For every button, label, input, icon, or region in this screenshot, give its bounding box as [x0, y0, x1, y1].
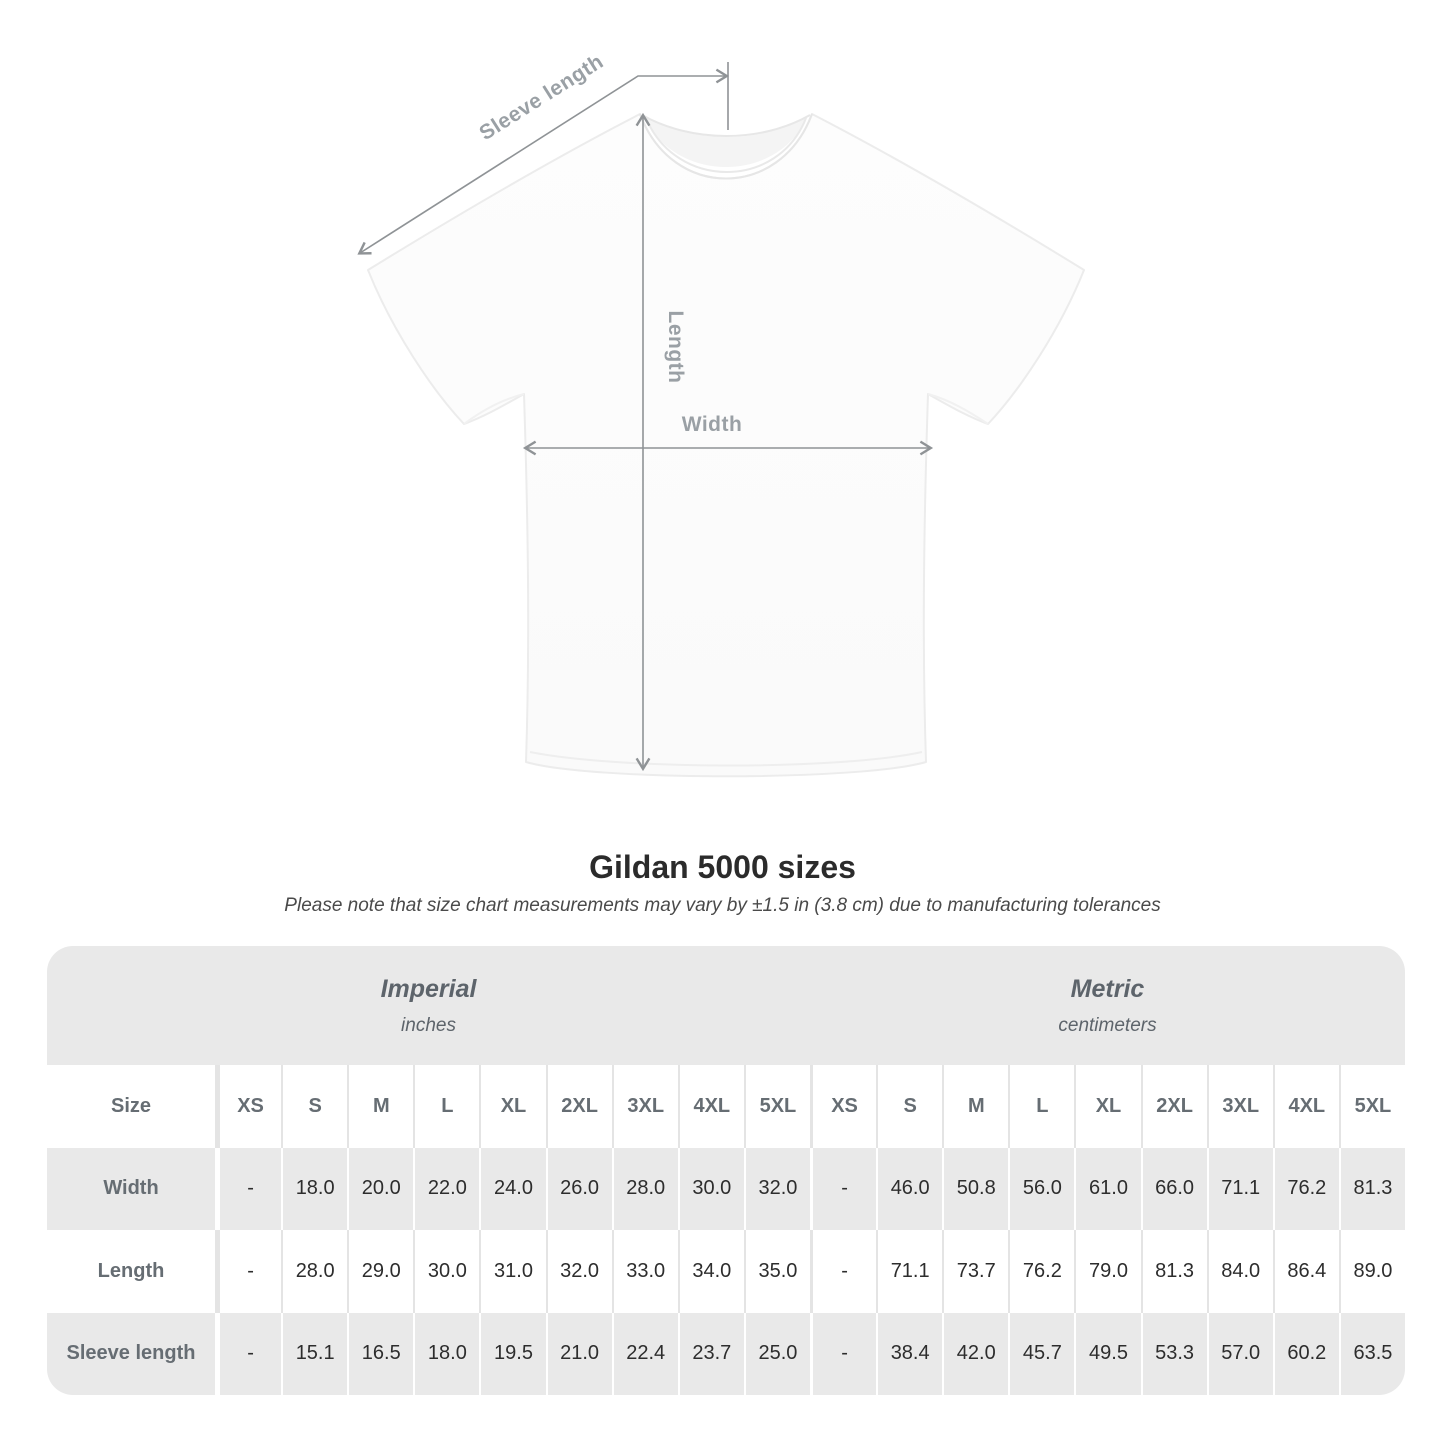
- width-label: Width: [682, 413, 743, 436]
- size-header-cell: 4XL: [677, 1065, 744, 1148]
- size-column-header: Size: [110, 1094, 152, 1117]
- table-cell: 57.0: [1206, 1312, 1273, 1395]
- table-cell: 84.0: [1206, 1230, 1273, 1313]
- size-grid: Size XS S M L XL 2XL 3XL 4XL 5XL XS S M L XL 2XL 3XL 4XL 5…: [47, 1065, 1405, 1395]
- table-cell: 16.5: [347, 1312, 414, 1395]
- metric-unit-label: centimeters: [1058, 1014, 1157, 1036]
- size-header-cell: 4XL: [1272, 1065, 1339, 1148]
- table-cell: 29.0: [347, 1230, 413, 1313]
- size-header-cell: L: [413, 1065, 479, 1148]
- table-cell: 32.0: [545, 1230, 612, 1313]
- size-header-cell: 5XL: [743, 1065, 810, 1148]
- table-cell: 71.1: [1206, 1147, 1273, 1230]
- table-cell: 20.0: [347, 1147, 414, 1230]
- table-cell: 49.5: [1074, 1312, 1141, 1395]
- table-cell: 31.0: [479, 1230, 545, 1313]
- size-header-cell: 3XL: [1206, 1065, 1273, 1148]
- title-block: Gildan 5000 sizes Please note that size …: [0, 848, 1445, 917]
- size-header-cell: XS: [215, 1065, 281, 1148]
- size-header-cell: XL: [479, 1065, 545, 1148]
- table-cell: 71.1: [876, 1230, 942, 1313]
- row-label: Sleeve length: [47, 1312, 215, 1395]
- table-cell: 76.2: [1008, 1230, 1074, 1313]
- table-cell: 38.4: [876, 1312, 943, 1395]
- table-cell: 86.4: [1272, 1230, 1339, 1313]
- table-cell: 22.4: [611, 1312, 678, 1395]
- table-cell: 28.0: [281, 1230, 347, 1313]
- row-label: Length: [97, 1259, 165, 1282]
- table-cell: 25.0: [743, 1312, 810, 1395]
- table-cell: 79.0: [1074, 1230, 1140, 1313]
- sleeve-length-arrow: [357, 68, 730, 255]
- table-cell: 28.0: [611, 1147, 678, 1230]
- size-header-cell: S: [281, 1065, 347, 1148]
- table-cell: 45.7: [1008, 1312, 1075, 1395]
- table-cell: 50.8: [942, 1147, 1009, 1230]
- table-cell: 53.3: [1140, 1312, 1207, 1395]
- size-header-cell: S: [876, 1065, 942, 1148]
- imperial-unit-label: inches: [401, 1014, 456, 1036]
- length-label: Length: [664, 311, 687, 384]
- table-cell: 33.0: [611, 1230, 678, 1313]
- unit-header-band: Imperial inches Metric centimeters: [47, 946, 1405, 1065]
- size-header-cell: M: [347, 1065, 413, 1148]
- table-cell: 81.3: [1338, 1147, 1405, 1230]
- table-cell: 22.0: [413, 1147, 480, 1230]
- tshirt-measurement-figure: Sleeve length Length Width: [357, 50, 1085, 778]
- page-title: Gildan 5000 sizes: [589, 849, 856, 885]
- table-cell: 73.7: [942, 1230, 1008, 1313]
- table-cell: 63.5: [1338, 1312, 1405, 1395]
- table-cell: 30.0: [677, 1147, 744, 1230]
- size-header-cell: 2XL: [545, 1065, 612, 1148]
- table-cell: 19.5: [479, 1312, 546, 1395]
- table-cell: 60.2: [1272, 1312, 1339, 1395]
- table-cell: 66.0: [1140, 1147, 1207, 1230]
- table-cell: 30.0: [413, 1230, 479, 1313]
- table-cell: 76.2: [1272, 1147, 1339, 1230]
- table-cell: 89.0: [1338, 1230, 1405, 1313]
- table-cell: 81.3: [1140, 1230, 1207, 1313]
- table-cell: -: [215, 1147, 282, 1230]
- imperial-header: Imperial inches: [47, 946, 810, 1065]
- size-header-cell: 3XL: [611, 1065, 678, 1148]
- table-cell: 15.1: [281, 1312, 348, 1395]
- row-label: Width: [47, 1147, 215, 1230]
- table-cell: -: [810, 1312, 877, 1395]
- table-cell: 18.0: [281, 1147, 348, 1230]
- table-cell: 56.0: [1008, 1147, 1075, 1230]
- size-header-cell: XS: [810, 1065, 876, 1148]
- table-cell: 21.0: [545, 1312, 612, 1395]
- table-cell: 18.0: [413, 1312, 480, 1395]
- table-cell: -: [215, 1312, 282, 1395]
- table-cell: 26.0: [545, 1147, 612, 1230]
- tolerance-note: Please note that size chart measurements…: [284, 895, 1161, 916]
- table-cell: 42.0: [942, 1312, 1009, 1395]
- table-cell: 61.0: [1074, 1147, 1141, 1230]
- imperial-label: Imperial: [380, 974, 477, 1003]
- size-header-cell: 5XL: [1338, 1065, 1405, 1148]
- sleeve-length-label: Sleeve length: [475, 50, 607, 145]
- size-header-cell: XL: [1074, 1065, 1140, 1148]
- table-cell: 34.0: [677, 1230, 744, 1313]
- table-cell: 24.0: [479, 1147, 546, 1230]
- table-cell: -: [810, 1230, 876, 1313]
- table-cell: 32.0: [743, 1147, 810, 1230]
- tshirt-image: [367, 113, 1085, 778]
- table-cell: 46.0: [876, 1147, 943, 1230]
- size-header-cell: L: [1008, 1065, 1074, 1148]
- table-cell: -: [810, 1147, 877, 1230]
- metric-label: Metric: [1070, 974, 1145, 1003]
- table-cell: -: [215, 1230, 281, 1313]
- size-header-cell: M: [942, 1065, 1008, 1148]
- table-cell: 35.0: [743, 1230, 810, 1313]
- size-header-cell: 2XL: [1140, 1065, 1207, 1148]
- metric-header: Metric centimeters: [810, 946, 1405, 1065]
- size-table: Imperial inches Metric centimeters Size X…: [47, 946, 1405, 1395]
- table-cell: 23.7: [677, 1312, 744, 1395]
